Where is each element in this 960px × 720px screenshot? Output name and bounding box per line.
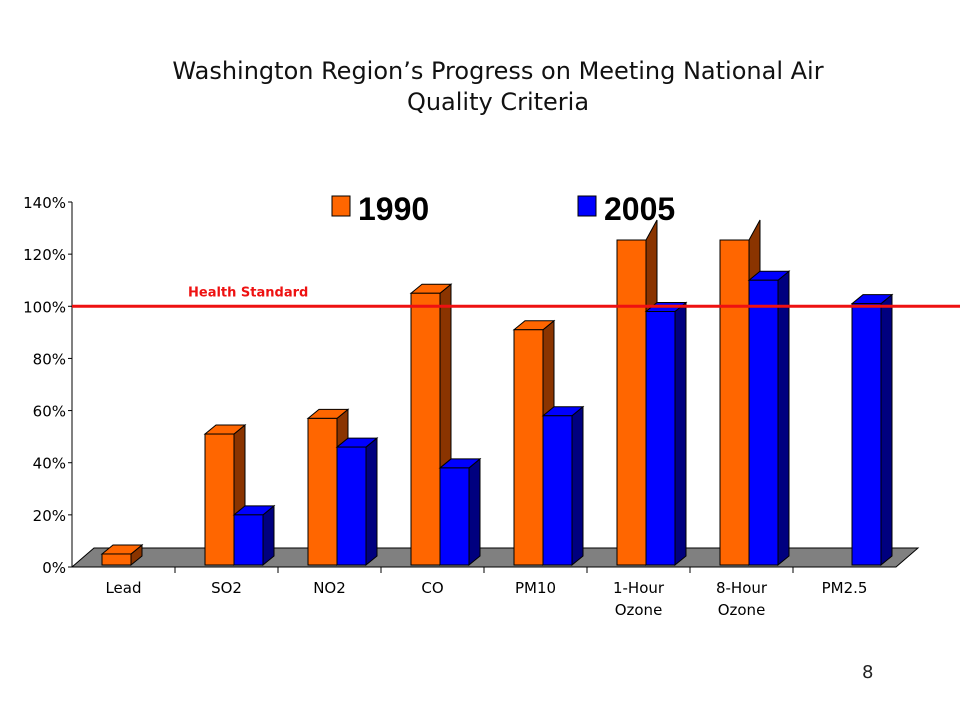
x-tick-label: 1-Hour Ozone [613, 579, 665, 619]
chart-title-line-2: Quality Criteria [406, 88, 590, 116]
x-tick-label: SO2 [211, 579, 242, 597]
bar-2005-4 [541, 405, 585, 567]
bar-front [233, 514, 264, 566]
y-tick-label: 0% [42, 559, 66, 577]
health-standard-label: Health Standard [188, 285, 308, 300]
bar-2005-6 [747, 270, 791, 567]
x-tick-label: PM10 [515, 579, 556, 597]
bar-side [777, 270, 790, 567]
x-tick-label-line: Ozone [718, 601, 766, 619]
bar-2005-5 [644, 301, 688, 567]
legend-swatch-2005 [577, 195, 597, 217]
y-tick-label: 40% [33, 455, 66, 473]
bar-front [204, 433, 235, 566]
x-tick-label-line: SO2 [211, 579, 242, 597]
y-tick-label: 80% [33, 350, 66, 368]
chart-title-line-1: Washington Region’s Progress on Meeting … [172, 57, 824, 85]
legend-label-2005: 2005 [604, 191, 675, 227]
bar-side [674, 301, 687, 567]
y-tick-label: 120% [23, 246, 66, 264]
bar-side [880, 293, 893, 567]
bar-front [719, 239, 750, 566]
bar-1990-3 [409, 283, 453, 567]
bar-front [439, 467, 470, 566]
legend-swatch-1990 [331, 195, 351, 217]
x-tick-label-line: CO [421, 579, 443, 597]
x-tick-label-line: 1-Hour [613, 579, 665, 597]
bar-front [645, 311, 676, 566]
y-tick-label: 20% [33, 507, 66, 525]
bar-front [542, 415, 573, 566]
page-number: 8 [862, 662, 874, 683]
chart-title: Washington Region’s Progress on Meeting … [170, 56, 826, 118]
legend-label-1990: 1990 [358, 191, 429, 227]
chart-floor [70, 547, 920, 568]
x-tick-label-line: 8-Hour [716, 579, 768, 597]
bar-front [851, 303, 882, 566]
bar-front [101, 553, 132, 566]
x-tick-label-line: NO2 [313, 579, 346, 597]
bar-side [365, 437, 378, 567]
bar-side [571, 405, 584, 567]
x-tick-label-line: Lead [105, 579, 141, 597]
bar-side [468, 457, 481, 567]
bar-front [307, 417, 338, 566]
bar-2005-2 [335, 437, 379, 567]
bar-2005-7 [850, 293, 894, 567]
x-tick-label: NO2 [313, 579, 346, 597]
y-tick-label: 100% [23, 298, 66, 316]
x-tick-label-line: PM10 [515, 579, 556, 597]
x-tick-label: Lead [105, 579, 141, 597]
bar-front [748, 279, 779, 566]
bar-2005-3 [438, 457, 482, 567]
bar-front [513, 329, 544, 566]
bar-front [336, 446, 367, 566]
x-tick-label: PM2.5 [822, 579, 868, 597]
x-tick-label-line: PM2.5 [822, 579, 868, 597]
y-tick-label: 60% [33, 403, 66, 421]
x-tick-label-line: Ozone [615, 601, 663, 619]
x-tick-label: 8-Hour Ozone [716, 579, 768, 619]
y-tick-label: 140% [23, 194, 66, 212]
bar-front [616, 239, 647, 566]
bar-2005-1 [232, 504, 276, 567]
bar-1990-0 [100, 543, 144, 567]
x-tick-label: CO [421, 579, 443, 597]
bar-front [410, 292, 441, 566]
bar-side [262, 504, 275, 567]
